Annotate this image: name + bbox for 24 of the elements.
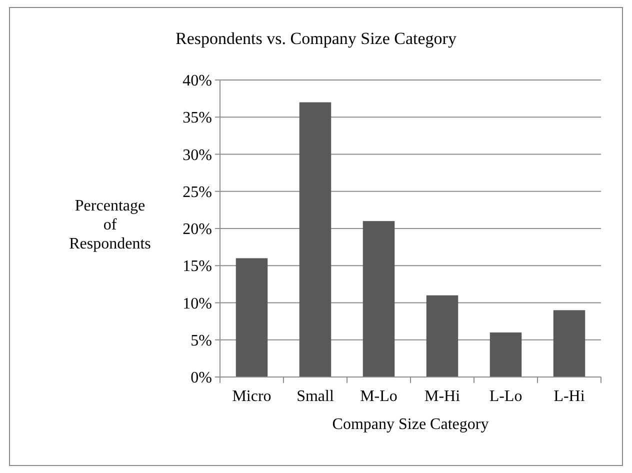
x-tick-label: Small [296, 388, 334, 405]
bar [490, 332, 522, 377]
x-tick-label: Micro [232, 388, 272, 405]
y-tick-label: 15% [182, 258, 212, 276]
chart-title: Respondents vs. Company Size Category [176, 29, 457, 48]
y-tick-label: 35% [182, 110, 212, 127]
x-tick-label: L-Lo [489, 388, 522, 405]
y-tick-label: 10% [182, 295, 212, 312]
bar [553, 310, 586, 377]
y-tick-label: 25% [182, 184, 212, 201]
bar [299, 102, 332, 377]
x-tick-label: M-Lo [360, 388, 398, 405]
y-tick-label: 5% [190, 332, 212, 350]
x-tick-label: L-Hi [554, 388, 586, 405]
y-tick-label: 30% [182, 146, 212, 164]
bar [362, 221, 395, 377]
bar [236, 258, 268, 377]
x-axis-title: Company Size Category [332, 416, 489, 433]
y-tick-label: 40% [182, 72, 212, 90]
y-axis-title: Percentage of Respondents [69, 198, 151, 252]
y-tick-label: 20% [182, 221, 212, 238]
y-tick-label: 0% [190, 370, 212, 387]
x-tick-label: M-Hi [424, 388, 461, 405]
bar [426, 295, 458, 377]
